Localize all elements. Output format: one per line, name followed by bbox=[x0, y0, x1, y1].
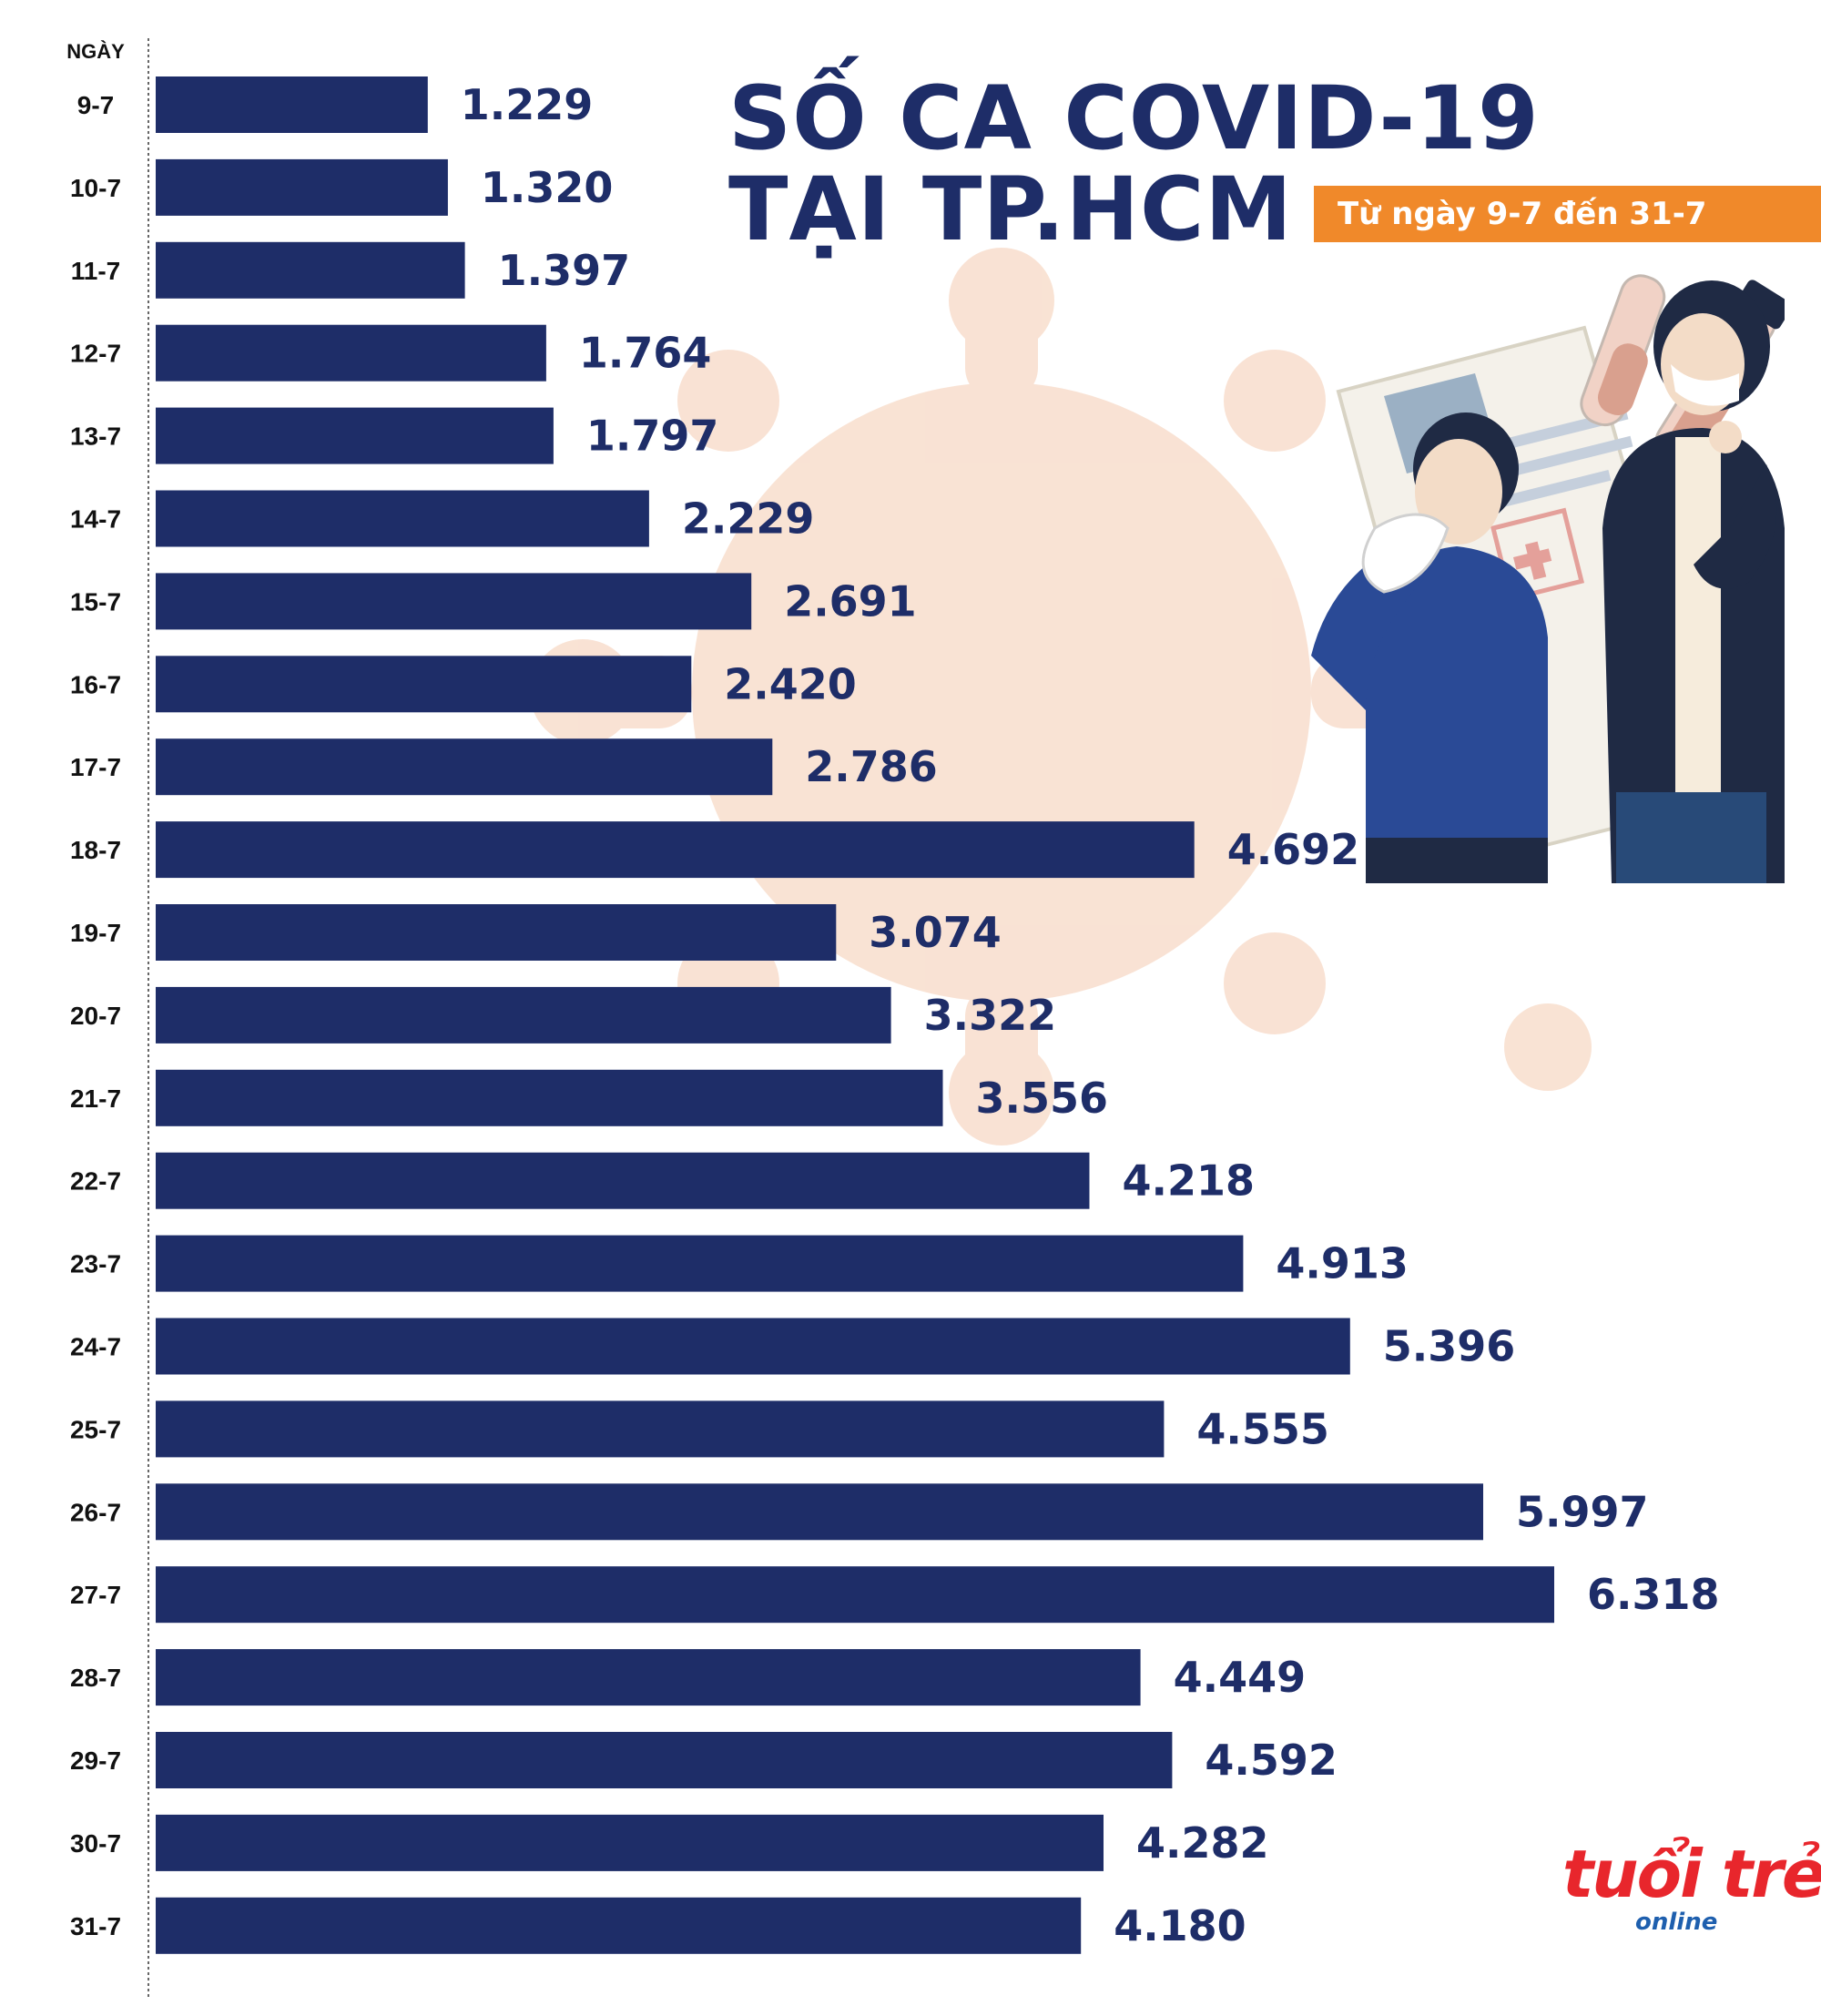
value-label: 1.797 bbox=[586, 412, 719, 461]
bar bbox=[156, 76, 428, 133]
bar bbox=[156, 1897, 1082, 1954]
bar bbox=[156, 324, 546, 382]
woman-coughing-icon bbox=[1602, 280, 1785, 883]
people-coughing-illustration-icon bbox=[1311, 274, 1785, 883]
tuoi-tre-logo: tuổi trẻ online bbox=[1562, 1841, 1821, 1950]
category-label: 17-7 bbox=[70, 753, 121, 781]
value-label: 4.692 bbox=[1227, 825, 1360, 874]
bar bbox=[156, 158, 448, 216]
value-label: 4.913 bbox=[1276, 1239, 1409, 1288]
category-label: 21-7 bbox=[70, 1084, 121, 1113]
value-label: 4.449 bbox=[1174, 1653, 1307, 1702]
bar bbox=[156, 1235, 1244, 1292]
value-label: 3.322 bbox=[924, 991, 1057, 1040]
category-label: 15-7 bbox=[70, 587, 121, 616]
category-label: 29-7 bbox=[70, 1746, 121, 1775]
bar bbox=[156, 490, 649, 547]
value-label: 3.556 bbox=[976, 1074, 1109, 1123]
value-label: 1.229 bbox=[461, 80, 594, 129]
value-label: 4.282 bbox=[1136, 1818, 1269, 1868]
category-label: 28-7 bbox=[70, 1664, 121, 1692]
bar bbox=[156, 1069, 943, 1126]
category-label: 26-7 bbox=[70, 1498, 121, 1526]
value-label: 1.764 bbox=[579, 329, 712, 378]
chart-title-line-2: TẠI TP.HCM bbox=[728, 158, 1293, 260]
man-sneezing-icon bbox=[1311, 412, 1548, 883]
value-label: 4.555 bbox=[1196, 1404, 1329, 1453]
bar bbox=[156, 1649, 1141, 1706]
bar bbox=[156, 1814, 1104, 1871]
value-label: 5.997 bbox=[1516, 1487, 1649, 1536]
bar bbox=[156, 738, 773, 796]
bar bbox=[156, 1483, 1483, 1541]
category-label: 16-7 bbox=[70, 670, 121, 698]
category-label: 27-7 bbox=[70, 1581, 121, 1609]
bar bbox=[156, 1400, 1165, 1458]
category-label: 18-7 bbox=[70, 836, 121, 864]
value-label: 4.592 bbox=[1205, 1736, 1338, 1785]
chart-subtitle: Từ ngày 9-7 đến 31-7 bbox=[1314, 186, 1821, 242]
bar bbox=[156, 986, 891, 1044]
value-label: 1.320 bbox=[481, 163, 614, 212]
value-label: 6.318 bbox=[1587, 1570, 1720, 1619]
category-label: 31-7 bbox=[70, 1912, 121, 1940]
value-label: 4.180 bbox=[1114, 1901, 1246, 1950]
value-label: 5.396 bbox=[1383, 1322, 1516, 1371]
category-label: 14-7 bbox=[70, 505, 121, 534]
bar bbox=[156, 821, 1195, 879]
bar bbox=[156, 904, 837, 961]
bar bbox=[156, 656, 692, 713]
bar bbox=[156, 241, 465, 299]
category-label: 12-7 bbox=[70, 340, 121, 368]
y-axis-label: NGÀY bbox=[66, 40, 125, 63]
category-label: 19-7 bbox=[70, 919, 121, 947]
value-label: 2.786 bbox=[805, 742, 938, 791]
bar bbox=[156, 1732, 1173, 1788]
category-label: 25-7 bbox=[70, 1415, 121, 1443]
value-label: 1.397 bbox=[498, 246, 631, 295]
value-label: 4.218 bbox=[1123, 1156, 1256, 1206]
category-label: 24-7 bbox=[70, 1333, 121, 1361]
category-label: 20-7 bbox=[70, 1002, 121, 1030]
category-label: 9-7 bbox=[77, 91, 114, 119]
chart-title-line-1: SỐ CA COVID-19 bbox=[728, 67, 1540, 169]
category-label: 13-7 bbox=[70, 423, 121, 451]
logo-sub-text: online bbox=[1635, 1909, 1718, 1936]
value-label: 3.074 bbox=[869, 908, 1002, 957]
value-label: 2.229 bbox=[682, 494, 815, 544]
bar bbox=[156, 407, 554, 464]
category-label: 11-7 bbox=[71, 257, 121, 285]
bar bbox=[156, 1566, 1554, 1624]
value-label: 2.691 bbox=[784, 576, 917, 626]
category-label: 10-7 bbox=[70, 174, 121, 202]
value-label: 2.420 bbox=[724, 659, 857, 708]
category-label: 30-7 bbox=[70, 1829, 121, 1858]
category-label: 22-7 bbox=[70, 1167, 121, 1196]
bar bbox=[156, 1318, 1350, 1375]
category-label: 23-7 bbox=[70, 1250, 121, 1278]
bar bbox=[156, 1152, 1090, 1209]
bar bbox=[156, 573, 752, 630]
logo-text: tuổi trẻ bbox=[1562, 1836, 1821, 1912]
